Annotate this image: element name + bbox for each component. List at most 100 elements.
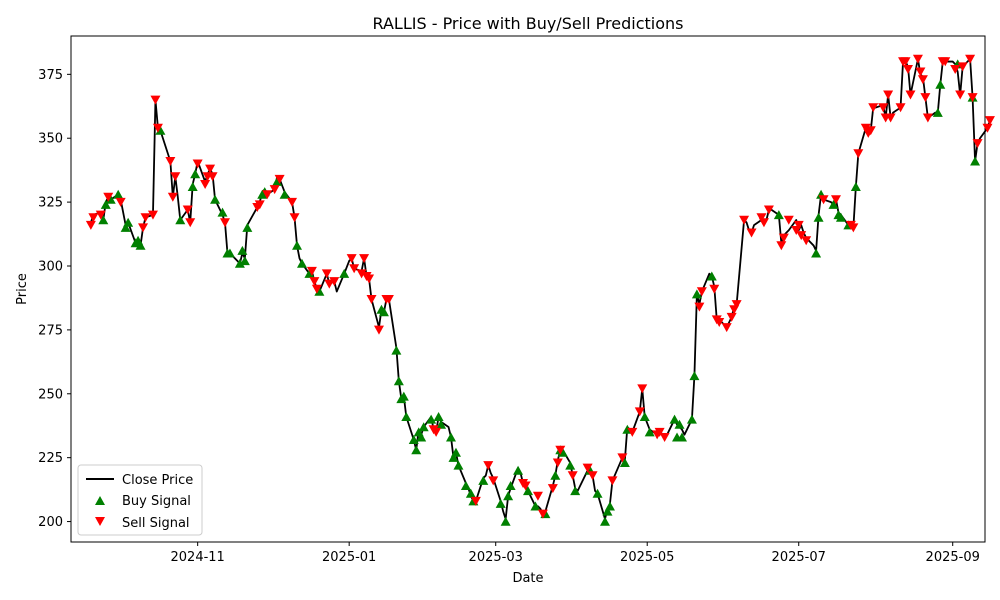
buy-signal-marker: [448, 452, 459, 462]
sell-signal-marker: [721, 323, 732, 333]
x-tick-label: 2025-05: [620, 550, 674, 565]
buy-signal-marker: [234, 258, 245, 268]
buy-signal-marker: [644, 427, 655, 437]
buy-signal-marker: [674, 419, 685, 429]
sell-signal-marker: [346, 254, 357, 264]
sell-signal-marker: [709, 284, 720, 294]
buy-signal-marker: [120, 222, 131, 232]
sell-signal-marker: [637, 384, 648, 394]
buy-signal-marker: [416, 432, 427, 442]
buy-signal-marker: [175, 215, 186, 225]
sell-signal-marker: [915, 67, 926, 77]
sell-signal-marker: [758, 218, 769, 228]
x-tick-label: 2024-11: [171, 550, 225, 565]
sell-signal-marker: [659, 432, 670, 442]
buy-signal-marker: [224, 248, 235, 258]
y-tick-label: 200: [38, 515, 63, 530]
sell-signal-marker: [488, 476, 499, 486]
sell-signal-marker: [940, 57, 951, 67]
sell-signal-marker: [617, 453, 628, 463]
sell-signal-marker: [349, 264, 360, 274]
buy-signal-marker: [239, 256, 250, 266]
buy-signal-marker: [187, 182, 198, 192]
sell-signal-marker: [848, 223, 859, 233]
buy-signal-marker: [292, 240, 303, 250]
sell-signal-marker: [219, 218, 230, 228]
buy-signal-marker: [523, 486, 533, 496]
buy-signal-marker: [242, 222, 253, 232]
sell-signal-marker: [885, 113, 896, 123]
buy-signal-marker: [391, 345, 402, 355]
sell-signal-marker: [185, 218, 196, 228]
buy-signal-marker: [689, 371, 700, 381]
x-tick-label: 2025-03: [469, 550, 523, 565]
sell-signal-marker: [967, 93, 978, 103]
buy-signal-marker: [398, 391, 409, 401]
sell-signal-marker: [150, 95, 161, 105]
sell-signal-marker: [726, 312, 737, 322]
sell-signal-marker: [982, 123, 993, 133]
buy-signal-marker: [210, 194, 221, 204]
sell-signal-marker: [900, 57, 911, 67]
buy-signal-marker: [123, 217, 134, 227]
sell-signal-marker: [373, 325, 384, 335]
buy-signal-marker: [604, 501, 615, 511]
y-axis: 200 225 250 275 300 325 350 375: [38, 68, 71, 530]
x-tick-label: 2025-01: [322, 550, 376, 565]
sell-signal-marker: [324, 279, 335, 289]
sell-signal-marker: [567, 471, 578, 481]
legend-buy-signal-label: Buy Signal: [122, 494, 191, 509]
sell-signal-marker: [147, 210, 158, 220]
buy-signal-marker: [835, 212, 846, 222]
buy-signal-marker: [279, 189, 290, 199]
buy-signal-marker: [570, 486, 581, 496]
sell-signal-marker: [696, 287, 707, 297]
buy-signal-marker: [813, 212, 824, 222]
buy-signal-marker: [935, 79, 946, 89]
y-tick-label: 350: [38, 132, 63, 147]
buy-signal-marker: [500, 516, 511, 526]
series-layer: [85, 54, 995, 526]
buy-signal-marker: [453, 460, 464, 470]
y-tick-label: 275: [38, 323, 63, 338]
sell-signal-marker: [115, 197, 126, 207]
sell-signal-marker: [311, 284, 322, 294]
sell-signal-marker: [547, 484, 558, 494]
sell-signal-marker: [912, 54, 923, 64]
buy-signal-marker: [550, 470, 561, 480]
buy-signal-marker: [565, 460, 576, 470]
sell-signal-marker: [269, 185, 280, 195]
buy-signal-marker: [460, 481, 471, 491]
buy-signal-marker: [669, 414, 680, 424]
y-tick-label: 375: [38, 68, 63, 83]
buy-signal-marker: [100, 199, 111, 209]
buy-signal-marker: [418, 422, 429, 432]
sell-signal-marker: [88, 213, 99, 223]
sell-signal-marker: [865, 126, 876, 136]
sell-signal-marker: [955, 90, 966, 100]
sell-signal-marker: [634, 407, 645, 417]
sell-signal-marker: [654, 427, 665, 437]
sell-signal-marker: [984, 116, 995, 126]
sell-signal-marker: [731, 300, 742, 310]
sell-signal-marker: [274, 174, 285, 184]
buy-signal-marker: [190, 169, 201, 179]
sell-signal-marker: [895, 103, 906, 113]
sell-signal-marker: [364, 274, 375, 284]
sell-signal-marker: [878, 103, 889, 113]
buy-signal-marker: [811, 248, 822, 258]
buy-signal-marker: [339, 268, 350, 278]
buy-signal-marker: [592, 488, 603, 498]
y-tick-label: 250: [38, 387, 63, 402]
sell-signal-marker: [205, 164, 216, 174]
legend-sell-signal-swatch: [95, 517, 105, 526]
x-axis-title: Date: [512, 571, 543, 586]
legend-sell-signal-label: Sell Signal: [122, 516, 190, 531]
buy-signal-marker: [446, 432, 457, 442]
sell-signal-marker: [182, 205, 193, 215]
sell-signal-marker: [739, 215, 750, 225]
buy-signal-marker: [932, 107, 943, 117]
buy-signal-marker: [599, 516, 610, 526]
sell-signal-marker: [207, 172, 218, 182]
